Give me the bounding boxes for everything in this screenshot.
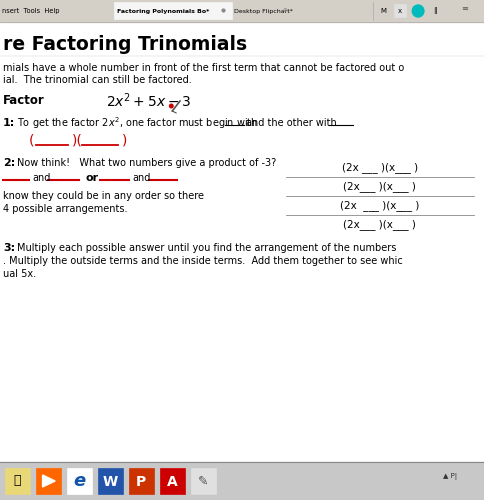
Text: know they could be in any order so there: know they could be in any order so there (3, 191, 204, 201)
Text: x: x (398, 8, 402, 14)
Text: $2x^2 + 5x - 3$: $2x^2 + 5x - 3$ (106, 92, 192, 110)
Text: P: P (136, 475, 146, 489)
Bar (114, 2, 232, 19)
Text: or: or (85, 173, 98, 183)
Text: Desktop Flipchart*: Desktop Flipchart* (234, 8, 293, 14)
Text: nsert  Tools  Help: nsert Tools Help (2, 8, 59, 14)
Bar (0, 0, 484, 22)
Bar (190, 468, 216, 494)
Bar (455, 0, 484, 20)
Text: and: and (132, 173, 151, 183)
Text: ▲ P|: ▲ P| (443, 474, 457, 480)
Text: mials have a whole number in front of the first term that cannot be factored out: mials have a whole number in front of th… (3, 63, 404, 73)
Text: and: and (32, 173, 50, 183)
Text: To get the factor $2x^2$, one factor must begin with: To get the factor $2x^2$, one factor mus… (18, 115, 258, 131)
Text: ): ) (122, 134, 128, 148)
Text: (2x___ )(x___ ): (2x___ )(x___ ) (344, 219, 416, 230)
Text: and the other with: and the other with (246, 118, 336, 128)
Text: ≡: ≡ (461, 4, 468, 13)
Bar (128, 468, 154, 494)
Text: 1:: 1: (3, 118, 15, 128)
Bar (0, 462, 484, 500)
Text: Now think!   What two numbers give a product of -3?: Now think! What two numbers give a produ… (18, 158, 276, 168)
Text: Factoring Polynomials Bo*: Factoring Polynomials Bo* (117, 8, 210, 14)
Bar (394, 4, 406, 17)
Bar (286, 158, 474, 234)
Text: 🏠: 🏠 (14, 474, 21, 488)
Text: 4 possible arrangements.: 4 possible arrangements. (3, 204, 128, 214)
Text: Multiply each possible answer until you find the arrangement of the numbers: Multiply each possible answer until you … (18, 243, 397, 253)
Text: 3:: 3: (3, 243, 15, 253)
Text: ial.  The trinomial can still be factored.: ial. The trinomial can still be factored… (3, 75, 192, 85)
Bar (67, 468, 92, 494)
Text: )(: )( (72, 134, 83, 148)
Circle shape (170, 104, 173, 108)
Text: ||: || (434, 8, 438, 14)
Text: Factor: Factor (3, 94, 44, 108)
Text: (2x  ___ )(x___ ): (2x ___ )(x___ ) (340, 200, 419, 211)
Text: . Multiply the outside terms and the inside terms.  Add them together to see whi: . Multiply the outside terms and the ins… (3, 256, 402, 266)
Text: (2x ___ )(x___ ): (2x ___ )(x___ ) (342, 162, 418, 173)
Bar (98, 468, 123, 494)
Text: W: W (102, 475, 118, 489)
Text: ✎: ✎ (198, 474, 208, 488)
Bar (36, 468, 61, 494)
Bar (5, 468, 30, 494)
Text: re Factoring Trinomials: re Factoring Trinomials (3, 36, 247, 54)
Text: (: ( (29, 134, 34, 148)
Text: (2x___ )(x___ ): (2x___ )(x___ ) (344, 181, 416, 192)
Bar (160, 468, 185, 494)
Text: e: e (73, 472, 86, 490)
Text: M: M (380, 8, 386, 14)
Text: A: A (167, 475, 177, 489)
Polygon shape (42, 475, 55, 487)
Text: ⊗: ⊗ (282, 8, 287, 14)
Circle shape (412, 5, 424, 17)
Text: 2:: 2: (3, 158, 15, 168)
Text: ual 5x.: ual 5x. (3, 269, 36, 279)
